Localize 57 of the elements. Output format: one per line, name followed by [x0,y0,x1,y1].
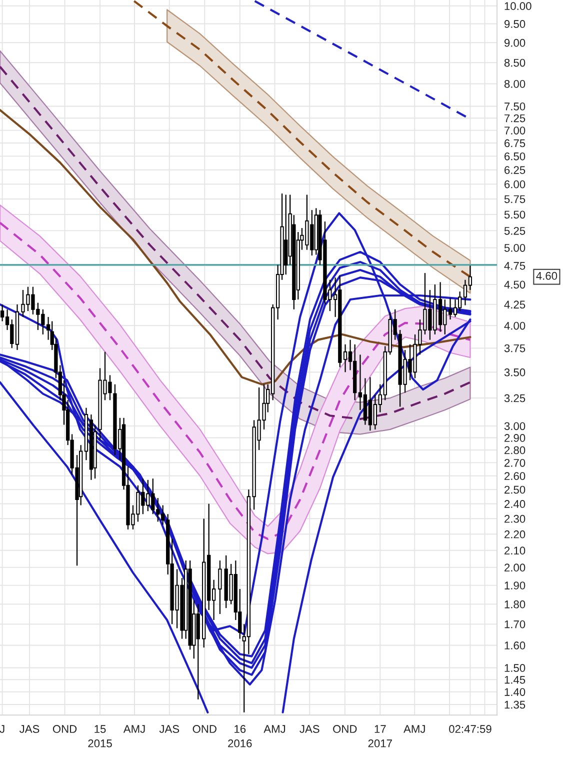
y-tick-label: 2.70 [504,458,526,467]
y-tick-label: 3.00 [504,422,526,430]
y-tick-label: 4.00 [504,322,526,330]
x-tick-label: 17 2017 [368,725,392,748]
y-tick-label: 2.60 [504,472,526,480]
y-tick-label: 10.00 [504,2,532,10]
x-tick-label: OND [333,725,357,733]
y-tick-label: 1.70 [504,620,526,628]
y-tick-label: 1.60 [504,642,526,650]
x-tick-label: 16 2016 [228,725,252,748]
x-tick-label: AMJ [404,725,425,733]
y-tick-label: 1.50 [504,664,526,672]
y-tick-label: 6.00 [504,180,526,188]
y-tick-label: 2.40 [504,500,526,508]
y-tick-label: 7.25 [504,114,526,122]
y-tick-label: 2.50 [504,486,526,494]
y-tick-label: 5.50 [504,210,526,219]
y-tick-label: 3.50 [504,368,526,376]
y-tick-label: 6.50 [504,152,526,160]
text: 4.60 [536,272,558,280]
x-tick-label: J [0,725,4,733]
x-tick-label: JAS [19,725,40,733]
x-tick-label: 02:47:59 [449,725,492,733]
x-tick-label: JAS [300,725,320,733]
y-tick-label: 2.00 [504,564,526,572]
y-tick-label: 1.40 [504,688,526,696]
y-tick-label: 2.10 [504,546,526,555]
y-tick-label: 4.50 [504,280,526,289]
x-tick-label: AMJ [264,725,286,733]
y-tick-label: 6.25 [504,166,526,174]
y-tick-label: 5.75 [504,195,526,204]
y-tick-label: 1.35 [504,700,526,709]
y-tick-label: 2.80 [504,446,526,454]
y-tick-label: 9.00 [504,38,526,47]
y-tick-label: 4.25 [504,300,526,309]
x-tick-label: OND [192,725,216,733]
y-tick-label: 8.50 [504,58,526,67]
y-tick-label: 5.00 [504,244,526,252]
y-tick-label: 3.75 [504,344,526,352]
x-tick-label: JAS [159,725,180,733]
x-tick-label: 15 2015 [88,725,112,748]
y-tick-label: 4.75 [504,262,526,270]
x-tick-label: OND [52,725,77,733]
y-tick-label: 5.25 [504,226,526,235]
y-tick-label: 6.75 [504,139,526,148]
y-tick-label: 2.30 [504,514,526,523]
y-tick-label: 9.50 [504,20,526,28]
y-tick-label: 3.25 [504,394,526,402]
y-tick-label: 7.50 [504,102,526,110]
x-tick-label: AMJ [123,725,145,733]
y-tick-label: 1.45 [504,676,526,684]
y-tick-label: 7.00 [504,126,526,134]
y-tick-label: 2.20 [504,530,526,538]
y-tick-label: 1.80 [504,600,526,608]
y-tick-label: 2.90 [504,434,526,442]
y-tick-label: 1.90 [504,582,526,590]
y-tick-label: 8.00 [504,80,526,88]
